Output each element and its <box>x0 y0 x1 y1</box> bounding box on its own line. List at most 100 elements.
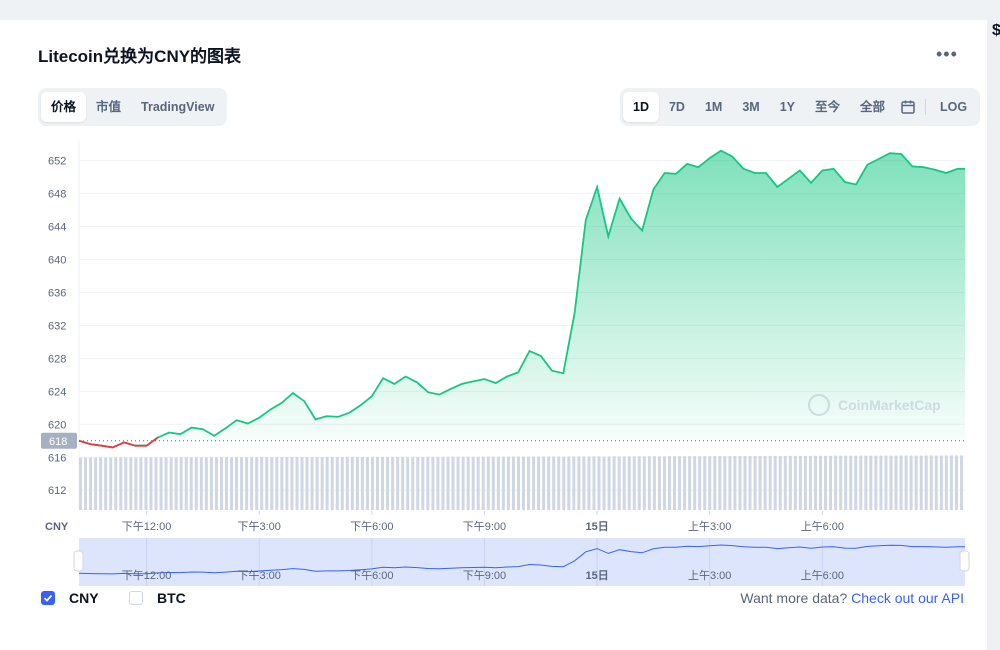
volume-bar <box>768 455 772 510</box>
volume-bar <box>461 456 465 510</box>
volume-bar <box>255 457 259 510</box>
volume-bar <box>919 455 923 510</box>
volume-bar <box>335 457 339 510</box>
volume-bar <box>79 457 82 510</box>
volume-bar <box>552 456 556 510</box>
volume-bar <box>803 455 807 510</box>
y-tick-label: 612 <box>48 485 66 497</box>
volume-bar <box>698 456 702 510</box>
volume-bar <box>144 457 148 510</box>
btc-checkbox[interactable]: BTC <box>129 590 186 606</box>
range-3m[interactable]: 3M <box>742 100 760 114</box>
cny-checkbox[interactable]: CNY <box>41 590 99 606</box>
volume-bar <box>159 457 163 510</box>
volume-bar <box>582 456 586 510</box>
volume-bar <box>84 457 88 510</box>
volume-bar <box>330 456 334 510</box>
volume-bar <box>688 456 692 510</box>
range-all[interactable]: 全部 <box>860 100 886 114</box>
volume-bar <box>265 457 269 510</box>
volume-bar <box>844 455 848 510</box>
watermark: CoinMarketCap <box>808 394 941 416</box>
volume-bar <box>829 455 833 510</box>
volume-bar <box>174 457 178 510</box>
volume-bar <box>169 457 173 510</box>
tab-market-cap[interactable]: 市值 <box>96 100 122 114</box>
range-1y[interactable]: 1Y <box>779 100 796 114</box>
volume-bar <box>290 457 294 510</box>
volume-bar <box>527 456 531 510</box>
volume-bar <box>114 457 118 510</box>
volume-bar <box>496 456 500 510</box>
volume-bar <box>345 456 349 510</box>
volume-bar <box>260 457 264 510</box>
volume-bar <box>562 456 566 510</box>
volume-bar <box>929 455 933 510</box>
volume-bar <box>592 456 596 510</box>
volume-bar <box>834 455 838 510</box>
open-price-label: 618 <box>49 436 67 448</box>
volume-bar <box>884 455 888 510</box>
cny-checkbox-box[interactable] <box>41 591 55 605</box>
y-tick-label: 648 <box>48 189 66 201</box>
x-tick-label: 下午12:00 <box>122 520 172 533</box>
volume-bar <box>365 456 369 510</box>
range-navigator[interactable]: 下午12:00 下午3:00 下午6:00 下午9:00 15日 上午3:00 上午6:00 <box>73 538 970 586</box>
volume-bar <box>94 457 98 510</box>
volume-bar <box>310 457 314 510</box>
log-toggle[interactable]: LOG <box>940 100 968 114</box>
side-edge-text: $ <box>992 22 1000 39</box>
navigator-background <box>79 538 965 586</box>
volume-bar <box>486 456 490 510</box>
check-icon <box>43 594 53 602</box>
open-price-badge: 618 <box>41 432 77 449</box>
volume-bar <box>421 456 425 510</box>
volume-bar <box>542 456 546 510</box>
navigator-tick-label: 上午3:00 <box>688 569 731 582</box>
navigator-tick-label: 下午12:00 <box>122 569 172 582</box>
volume-bar <box>441 456 445 510</box>
volume-bar <box>597 456 601 510</box>
volume-bar <box>240 457 244 510</box>
navigator-handle-left[interactable] <box>73 550 84 572</box>
volume-bar <box>481 456 485 510</box>
range-ytd[interactable]: 至今 <box>815 100 841 114</box>
range-7d[interactable]: 7D <box>668 100 685 114</box>
more-options-icon[interactable]: ••• <box>936 44 958 64</box>
volume-bar <box>899 455 903 510</box>
cny-label: CNY <box>69 590 99 606</box>
volume-bar <box>934 455 938 510</box>
view-tabs: 价格 市值 TradingView <box>38 88 228 126</box>
volume-bar <box>471 456 475 510</box>
btc-checkbox-box[interactable] <box>129 591 143 605</box>
calendar-icon[interactable] <box>895 92 921 122</box>
volume-bar <box>456 456 460 510</box>
api-link[interactable]: Check out our API <box>851 590 964 606</box>
volume-bar <box>733 455 737 510</box>
volume-bar <box>199 457 203 510</box>
volume-bar <box>209 457 213 510</box>
volume-bar <box>909 455 913 510</box>
x-tick-label: 15日 <box>585 520 608 533</box>
navigator-tick-label: 下午3:00 <box>237 569 280 582</box>
volume-bar <box>713 456 717 510</box>
navigator-handle-right[interactable] <box>959 550 970 572</box>
range-1d[interactable]: 1D <box>623 92 659 122</box>
volume-bar <box>949 455 953 510</box>
volume-bar <box>622 456 626 510</box>
volume-bar <box>678 456 682 510</box>
volume-bar <box>235 457 239 510</box>
range-1m[interactable]: 1M <box>704 100 723 114</box>
tab-tradingview[interactable]: TradingView <box>141 100 215 114</box>
volume-bar <box>607 456 611 510</box>
more-data-text: Want more data? <box>740 590 848 606</box>
volume-bar <box>501 456 505 510</box>
volume-bar <box>476 456 480 510</box>
volume-bar <box>657 456 661 510</box>
volume-bar <box>360 456 364 510</box>
tab-price[interactable]: 价格 <box>41 92 87 122</box>
volume-bar <box>637 456 641 510</box>
volume-bar <box>204 457 208 510</box>
volume-bar <box>944 455 948 510</box>
